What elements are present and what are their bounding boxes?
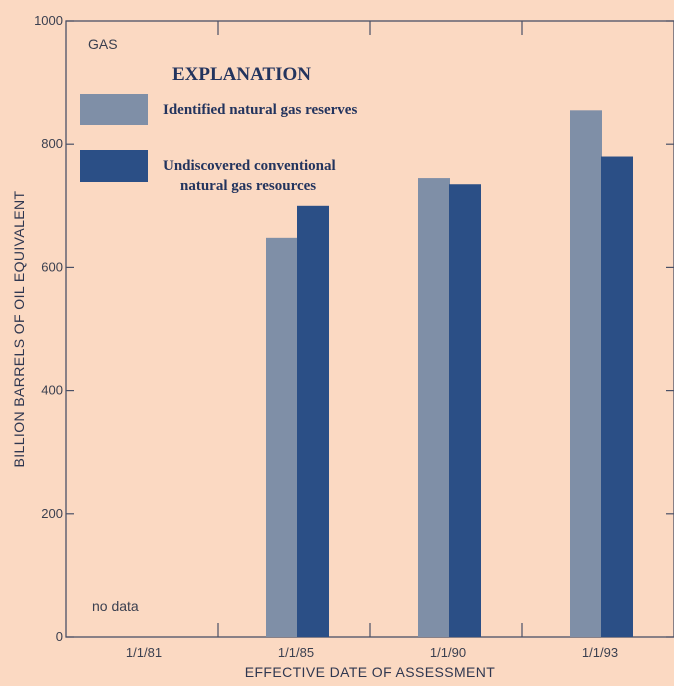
y-tick-label: 200 <box>41 506 63 521</box>
x-axis-title: EFFECTIVE DATE OF ASSESSMENT <box>245 664 496 680</box>
y-axis-title: BILLION BARRELS OF OIL EQUIVALENT <box>11 190 27 467</box>
bar-identified-1 <box>266 237 298 637</box>
x-tick-label: 1/1/81 <box>126 645 162 660</box>
bar-undiscovered-3 <box>601 156 633 637</box>
legend-title: EXPLANATION <box>172 64 311 85</box>
bar-undiscovered-2 <box>449 184 481 638</box>
bar-identified-3 <box>570 110 602 637</box>
y-tick-label: 400 <box>41 383 63 398</box>
x-tick-label: 1/1/93 <box>582 645 618 660</box>
y-tick-label: 1000 <box>34 13 63 28</box>
x-tick-label: 1/1/90 <box>430 645 466 660</box>
y-tick-label: 0 <box>56 629 63 644</box>
no-data-note: no data <box>92 598 139 614</box>
panel-label: GAS <box>88 36 118 52</box>
bar-identified-2 <box>418 178 450 637</box>
legend-entry-identified: Identified natural gas reserves <box>163 102 357 118</box>
legend-swatch-undiscovered <box>80 150 148 182</box>
legend: EXPLANATION Identified natural gas reser… <box>80 64 357 194</box>
legend-swatch-identified <box>80 94 148 125</box>
bar-undiscovered-1 <box>297 205 329 638</box>
x-tick-label: 1/1/85 <box>278 645 314 660</box>
y-tick-label: 600 <box>41 259 63 274</box>
legend-entry-undiscovered-line2: natural gas resources <box>180 178 316 194</box>
legend-entry-undiscovered-line1: Undiscovered conventional <box>163 158 336 174</box>
y-tick-label: 800 <box>41 136 63 151</box>
